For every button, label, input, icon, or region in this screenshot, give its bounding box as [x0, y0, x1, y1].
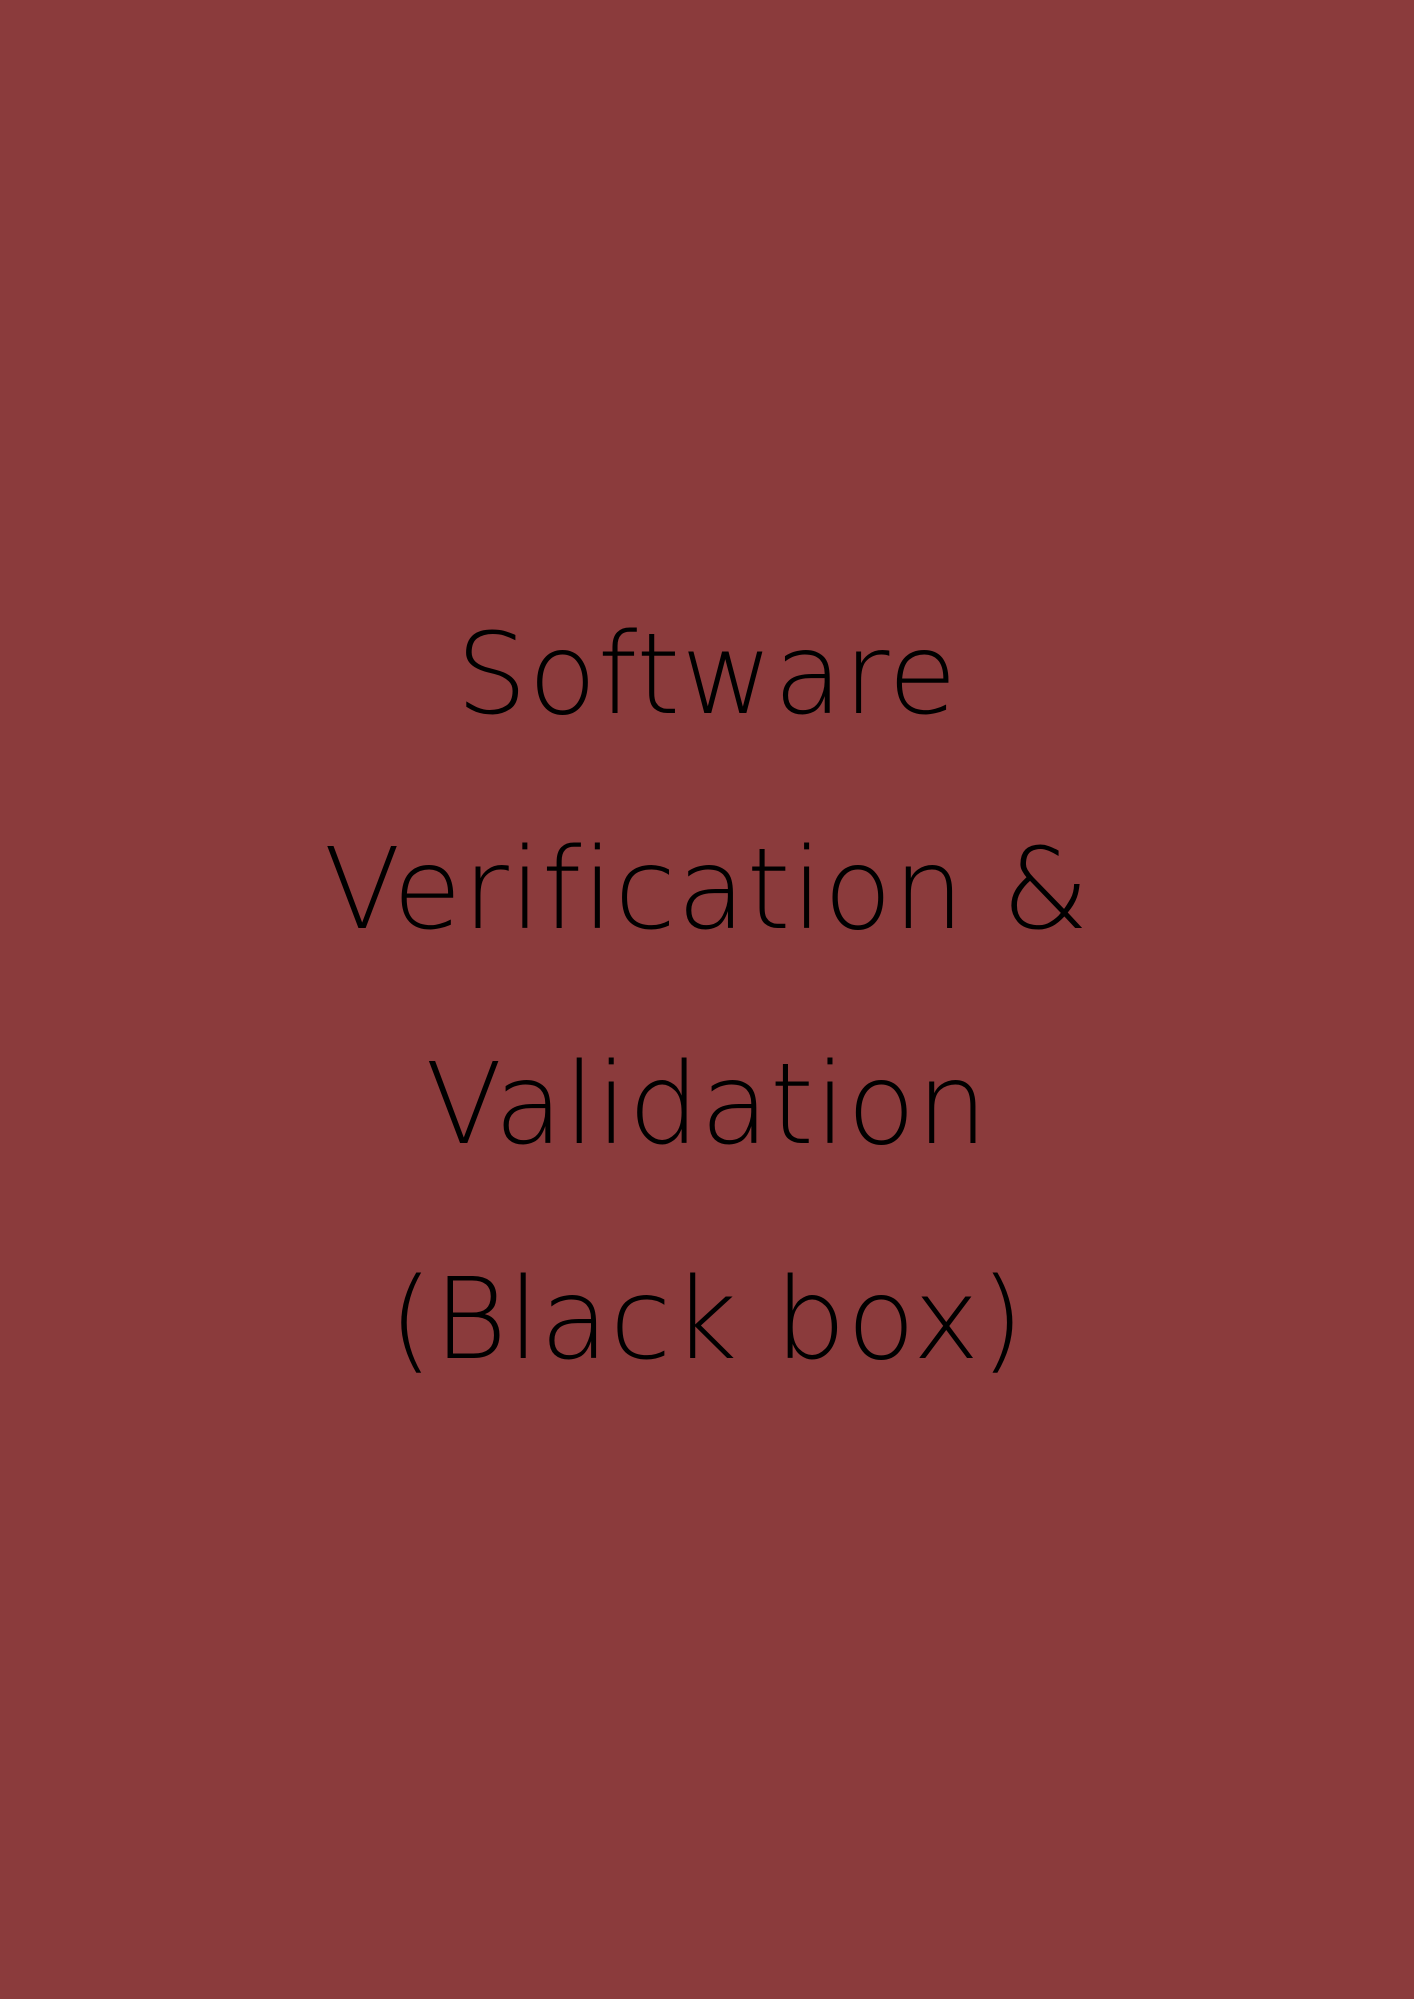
title-line-4: (Black box) — [389, 1255, 1025, 1385]
title-line-2: Verification & — [323, 825, 1091, 955]
cover-title: Software Verification & Validation (Blac… — [0, 568, 1414, 1428]
title-line-3: Validation — [425, 1040, 989, 1170]
title-line-1: Software — [456, 610, 958, 740]
